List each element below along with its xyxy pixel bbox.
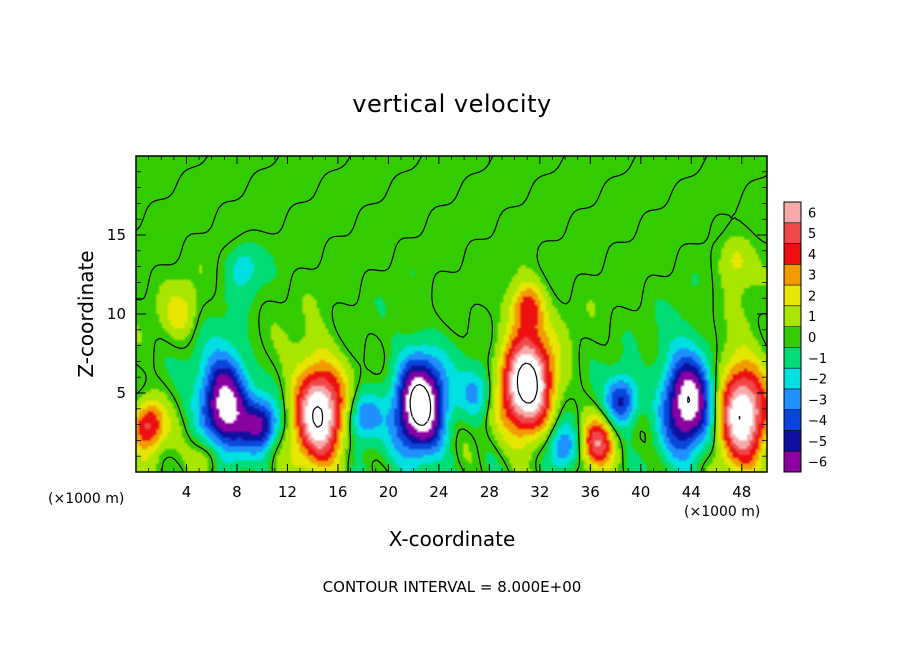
x-tick-label: 20 — [379, 483, 398, 501]
colorbar-swatch — [784, 388, 801, 410]
colorbar-swatch — [784, 285, 801, 306]
x-tick-label: 16 — [328, 483, 347, 501]
y-axis-label: Z-coordinate — [74, 250, 98, 377]
x-unit-right: (×1000 m) — [684, 504, 760, 520]
y-tick-label: 10 — [107, 305, 126, 323]
x-tick-label: 48 — [732, 483, 751, 501]
velocity-field — [136, 156, 767, 472]
colorbar-swatch — [784, 347, 801, 369]
x-tick-labels: 4 8 12 16 20 24 28 32 36 40 44 48 — [182, 483, 752, 501]
colorbar-swatch — [784, 368, 801, 389]
colorbar-label: 5 — [808, 227, 816, 242]
colorbar-label: 6 — [808, 206, 816, 221]
x-tick-label: 4 — [182, 483, 192, 501]
colorbar-label: −1 — [808, 352, 827, 367]
contour-interval-note: CONTOUR INTERVAL = 8.000E+00 — [323, 578, 582, 596]
colorbar-swatch — [784, 430, 801, 452]
colorbar-label: 4 — [808, 248, 816, 263]
x-tick-label: 40 — [631, 483, 650, 501]
colorbar-label: 1 — [808, 310, 816, 325]
colorbar-label: 2 — [808, 289, 816, 304]
colorbar-swatch — [784, 264, 801, 286]
x-tick-label: 28 — [480, 483, 499, 501]
colorbar-swatch — [784, 326, 801, 348]
x-axis-label: X-coordinate — [389, 527, 516, 551]
axis-ticks — [136, 156, 767, 472]
colorbar-labels: 6 5 4 3 2 1 0 −1 −2 −3 −4 −5 −6 — [808, 206, 827, 470]
colorbar-swatch — [784, 409, 801, 431]
colorbar-swatch — [784, 222, 801, 244]
contour-line — [312, 362, 741, 428]
colorbar-frame — [783, 201, 802, 473]
colorbar-label: −3 — [808, 393, 827, 408]
x-tick-label: 8 — [232, 483, 242, 501]
colorbar-swatch — [784, 305, 801, 327]
colorbar-label: −5 — [808, 435, 827, 450]
colorbar-swatch — [784, 451, 801, 472]
x-tick-label: 32 — [530, 483, 549, 501]
y-tick-label: 15 — [107, 226, 126, 244]
chart-title: vertical velocity — [352, 90, 551, 118]
colorbar-label: 0 — [808, 331, 816, 346]
x-tick-label: 36 — [581, 483, 600, 501]
colorbar-label: −4 — [808, 414, 827, 429]
x-tick-label: 12 — [278, 483, 297, 501]
colorbar — [783, 201, 802, 473]
x-tick-label: 44 — [682, 483, 701, 501]
colorbar-swatch — [784, 243, 801, 265]
contour-lines — [136, 156, 767, 472]
contour-line — [409, 384, 691, 426]
y-tick-label: 5 — [116, 384, 126, 402]
y-tick-labels: 5 10 15 — [107, 226, 126, 402]
colorbar-label: 3 — [808, 269, 816, 284]
x-tick-label: 24 — [429, 483, 448, 501]
colorbar-label: −2 — [808, 373, 827, 388]
contour-line — [136, 156, 767, 472]
colorbar-label: −6 — [808, 456, 827, 471]
colorbar-swatch — [784, 202, 801, 223]
x-unit-left: (×1000 m) — [48, 491, 124, 507]
